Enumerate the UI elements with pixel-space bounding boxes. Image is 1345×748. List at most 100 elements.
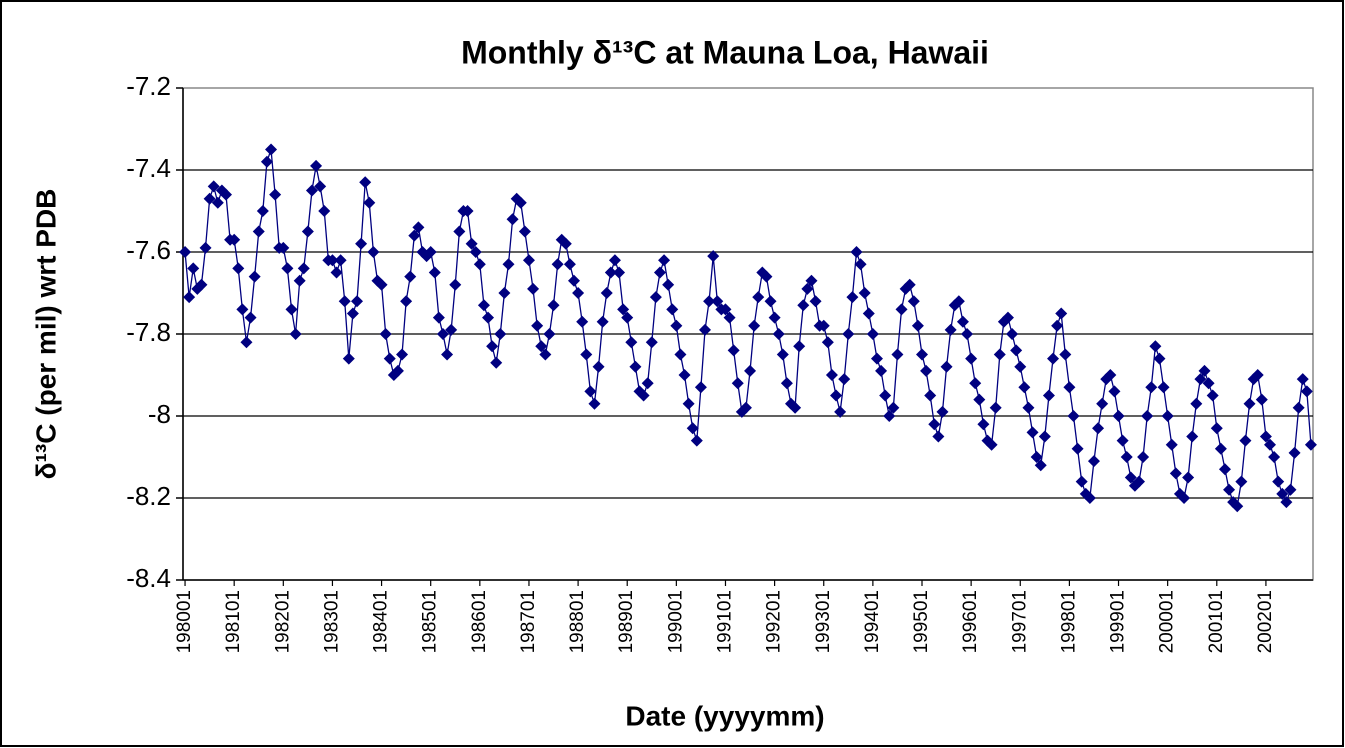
data-point bbox=[1030, 451, 1043, 463]
data-point bbox=[821, 336, 834, 349]
data-point bbox=[956, 315, 969, 328]
data-point bbox=[621, 311, 634, 324]
data-point bbox=[179, 246, 192, 258]
data-point bbox=[563, 258, 576, 271]
data-point bbox=[703, 295, 716, 308]
data-point bbox=[305, 184, 318, 197]
data-point bbox=[379, 328, 392, 340]
data-point bbox=[355, 237, 368, 250]
data-point bbox=[772, 328, 785, 340]
data-point bbox=[1014, 360, 1027, 373]
data-point bbox=[187, 262, 200, 275]
data-point bbox=[1292, 401, 1305, 414]
data-point bbox=[1235, 475, 1248, 488]
data-point bbox=[977, 418, 990, 431]
data-point bbox=[686, 422, 699, 435]
data-point bbox=[883, 410, 896, 422]
data-point bbox=[1096, 397, 1109, 410]
data-point bbox=[310, 159, 323, 172]
data-point bbox=[195, 278, 208, 291]
x-tick-label: 198001 bbox=[174, 590, 195, 653]
data-point bbox=[535, 340, 548, 353]
x-tick-label: 199001 bbox=[665, 590, 686, 653]
data-point bbox=[449, 278, 462, 291]
data-point bbox=[617, 303, 630, 316]
data-point bbox=[318, 205, 331, 217]
data-point bbox=[731, 377, 744, 390]
data-point bbox=[1124, 471, 1137, 484]
data-point bbox=[551, 258, 564, 271]
data-point bbox=[653, 266, 666, 279]
x-tick-label: 199201 bbox=[764, 590, 785, 653]
x-tick-label: 198801 bbox=[567, 590, 588, 653]
data-point bbox=[604, 266, 617, 279]
data-point bbox=[780, 377, 793, 390]
data-point bbox=[748, 319, 761, 332]
data-point bbox=[506, 213, 519, 226]
data-point bbox=[592, 360, 605, 373]
data-point bbox=[891, 348, 904, 361]
y-tick-label: -8 bbox=[148, 399, 171, 429]
data-point bbox=[522, 254, 535, 267]
data-point bbox=[244, 311, 257, 324]
x-tick-label: 199901 bbox=[1108, 590, 1129, 653]
data-point bbox=[690, 434, 703, 447]
data-point bbox=[625, 336, 638, 349]
data-point bbox=[1251, 369, 1264, 381]
data-point bbox=[289, 328, 302, 340]
data-point bbox=[834, 405, 847, 418]
data-point bbox=[559, 237, 572, 250]
data-point bbox=[961, 328, 974, 340]
data-point bbox=[203, 192, 216, 205]
data-point bbox=[1296, 373, 1309, 386]
x-tick-label: 198901 bbox=[616, 590, 637, 653]
data-point bbox=[1038, 430, 1051, 443]
data-point bbox=[572, 287, 585, 299]
data-point bbox=[879, 389, 892, 402]
data-point bbox=[236, 303, 249, 316]
data-point bbox=[539, 348, 552, 361]
data-point bbox=[1259, 430, 1272, 443]
data-point bbox=[1104, 369, 1117, 381]
data-point bbox=[1120, 451, 1133, 463]
data-point bbox=[359, 176, 372, 189]
data-point bbox=[944, 323, 957, 336]
data-point bbox=[1239, 434, 1252, 447]
x-tick-label: 198501 bbox=[420, 590, 441, 653]
data-point bbox=[825, 369, 838, 381]
data-point bbox=[199, 241, 212, 254]
data-point bbox=[211, 196, 224, 209]
data-point bbox=[776, 348, 789, 361]
data-point bbox=[326, 254, 339, 267]
data-point bbox=[240, 336, 253, 349]
x-tick-label: 200201 bbox=[1255, 590, 1276, 653]
data-point bbox=[277, 241, 290, 254]
data-point bbox=[1243, 397, 1256, 410]
data-point bbox=[232, 262, 245, 275]
data-point bbox=[969, 377, 982, 390]
data-point bbox=[842, 328, 855, 340]
data-point bbox=[789, 401, 802, 414]
data-point bbox=[502, 258, 515, 271]
y-tick-label: -8.4 bbox=[126, 563, 171, 593]
data-point bbox=[760, 270, 773, 283]
data-point bbox=[1288, 446, 1301, 459]
data-point bbox=[396, 348, 409, 361]
data-point bbox=[1182, 471, 1195, 484]
data-point bbox=[285, 303, 298, 316]
data-point bbox=[666, 303, 679, 316]
data-point bbox=[1169, 467, 1182, 480]
data-point bbox=[1075, 475, 1088, 488]
data-point bbox=[768, 311, 781, 324]
data-point bbox=[207, 180, 220, 193]
data-point bbox=[793, 340, 806, 353]
data-point bbox=[461, 205, 474, 217]
data-point bbox=[424, 246, 437, 258]
data-point bbox=[608, 254, 621, 267]
data-point bbox=[973, 393, 986, 406]
data-point bbox=[985, 438, 998, 451]
data-point bbox=[1280, 496, 1293, 509]
data-point bbox=[658, 254, 671, 267]
data-point bbox=[903, 278, 916, 291]
